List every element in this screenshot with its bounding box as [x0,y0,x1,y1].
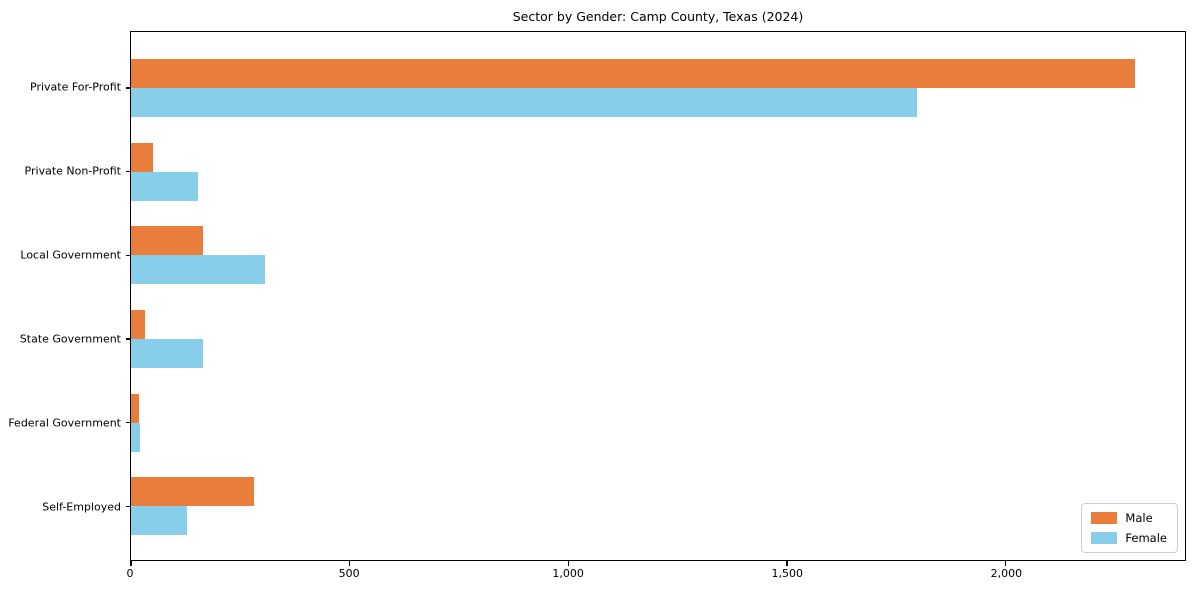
y-tick-mark [126,254,131,256]
female-bar [131,255,266,285]
female-color-swatch [1091,532,1118,544]
x-tick-mark [349,561,351,566]
category-label: Private For-Profit [30,80,121,94]
x-tick-label: 1,000 [552,567,584,580]
chart-title: Sector by Gender: Camp County, Texas (20… [512,9,804,24]
x-tick-label: 2,000 [990,567,1023,580]
female-bar [131,506,187,536]
legend-item-male: Male [1091,511,1167,525]
male-color-swatch [1091,512,1118,524]
male-bar [131,310,145,340]
x-tick-label: 500 [338,567,360,580]
legend: Male Female [1081,503,1178,553]
category-label: Local Government [20,248,121,262]
y-tick-mark [126,171,131,173]
x-tick-mark [1005,561,1007,566]
bar-group [131,310,1185,369]
legend-item-female: Female [1091,531,1167,545]
category-label: Private Non-Profit [24,164,121,178]
category-label: Self-Employed [42,500,121,514]
plot-area: Male Female [126,31,1186,566]
female-bar [131,339,203,369]
male-bar [131,393,139,423]
x-tick-label: 0 [126,567,134,580]
male-bar [131,58,1135,88]
bar-group [131,58,1185,117]
male-bar [131,226,203,256]
bar-group [131,226,1185,285]
bar-group [131,393,1185,452]
x-tick-mark [786,561,788,566]
male-bar [131,142,154,172]
y-tick-mark [126,505,131,507]
bar-group [131,142,1185,201]
legend-label-female: Female [1125,531,1167,545]
x-tick-label: 1,500 [771,567,804,580]
x-tick-mark [130,561,132,566]
male-bar [131,477,254,507]
female-bar [131,422,140,452]
category-label: Federal Government [8,416,121,430]
bar-group [131,477,1185,536]
female-bar [131,87,917,117]
category-label: State Government [19,332,121,346]
y-axis-labels: Private For-Profit Private Non-Profit Loca… [0,31,121,561]
x-tick-mark [567,561,569,566]
female-bar [131,171,199,201]
x-axis-labels: 0 500 1,000 1,500 2,000 [126,567,1186,587]
y-tick-mark [126,338,131,340]
legend-label-male: Male [1125,511,1153,525]
y-tick-mark [126,422,131,424]
y-tick-mark [126,87,131,89]
